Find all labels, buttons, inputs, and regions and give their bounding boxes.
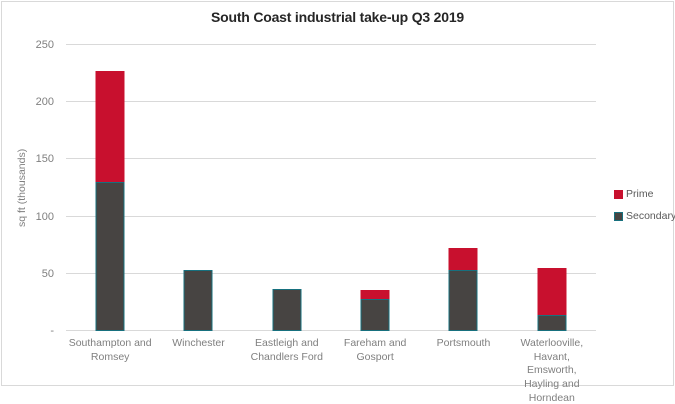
y-tick-label: 200	[35, 96, 54, 109]
stacked-bar	[537, 45, 567, 331]
bar-slot	[154, 45, 242, 331]
legend-item-secondary: Secondary	[614, 210, 675, 222]
x-axis-label: Winchester	[172, 337, 225, 349]
gridlines	[66, 44, 596, 331]
x-axis-label: Waterlooville, Havant, Emsworth, Hayling…	[520, 337, 584, 404]
legend-label: Secondary	[626, 210, 675, 222]
stacked-bar	[183, 45, 213, 331]
gridline	[66, 44, 596, 45]
bar-segment-secondary	[448, 270, 478, 331]
y-tick-label: 250	[35, 39, 54, 51]
x-axis-label: Eastleigh and Chandlers Ford	[250, 337, 323, 363]
legend: Prime Secondary	[614, 188, 675, 222]
x-axis-label: Portsmouth	[436, 337, 491, 349]
stacked-bar	[272, 45, 302, 331]
bar-segment-secondary	[537, 314, 567, 331]
gridline	[66, 158, 596, 160]
x-axis-label: Fareham and Gosport	[343, 337, 407, 363]
stacked-bar	[448, 45, 478, 331]
legend-item-prime: Prime	[614, 188, 675, 200]
x-axis-labels: Southampton and Romsey Winchester Eastleig…	[66, 337, 596, 404]
bar-slot	[419, 45, 507, 331]
gridline	[66, 272, 596, 274]
gridline	[66, 330, 596, 331]
bar-segment-secondary	[95, 182, 125, 331]
legend-label: Prime	[626, 188, 654, 200]
bar-slot	[331, 45, 419, 331]
bar-segment-prime	[537, 268, 567, 315]
gridline	[66, 101, 596, 103]
y-tick-label: -	[50, 325, 54, 337]
legend-swatch-secondary-icon	[614, 211, 623, 221]
bar-segment-secondary	[183, 270, 213, 331]
y-tick-label: 100	[35, 210, 54, 223]
stacked-bar	[95, 45, 125, 331]
bar-slot	[508, 45, 596, 331]
bars	[66, 45, 596, 331]
bar-slot	[243, 45, 331, 331]
bar-segment-secondary	[272, 288, 302, 331]
stacked-bar	[360, 45, 390, 331]
legend-swatch-prime-icon	[614, 189, 623, 199]
bar-segment-secondary	[360, 298, 390, 331]
y-tick-label: 50	[41, 267, 54, 280]
bar-slot	[66, 45, 154, 331]
y-tick-label: 150	[35, 153, 54, 166]
x-axis-label: Southampton and Romsey	[68, 337, 152, 363]
bar-segment-prime	[95, 71, 125, 183]
bar-segment-prime	[360, 289, 390, 299]
plot-area	[66, 44, 596, 331]
bar-segment-prime	[448, 247, 478, 271]
chart-title: South Coast industrial take-up Q3 2019	[210, 9, 464, 25]
gridline	[66, 215, 596, 217]
y-axis-ticks: - 50 100 150 200 250	[2, 39, 60, 337]
